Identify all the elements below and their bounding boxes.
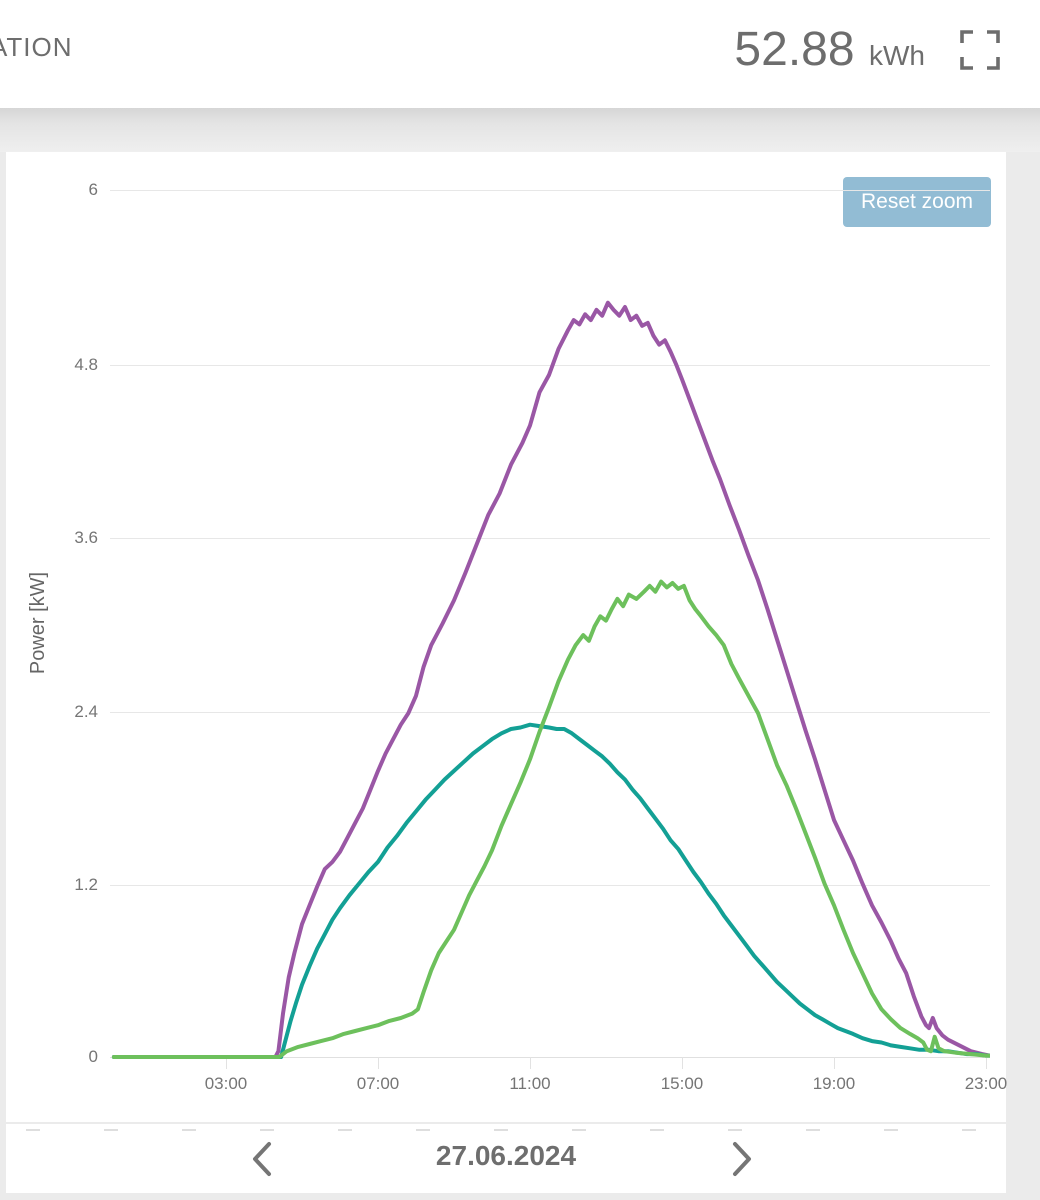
y-axis-title: Power [kW] bbox=[27, 571, 49, 675]
chevron-right-icon bbox=[718, 1142, 764, 1185]
gridline-4-8 bbox=[110, 365, 990, 366]
header-shadow-band bbox=[0, 108, 1040, 152]
x-tick-mark bbox=[530, 1057, 531, 1069]
bottom-margin bbox=[0, 1193, 1040, 1200]
gridline-0 bbox=[110, 1057, 990, 1058]
x-tick-label: 19:00 bbox=[812, 1074, 856, 1093]
x-tick-label: 11:00 bbox=[509, 1074, 551, 1093]
y-tick-label: 4.8 bbox=[74, 355, 98, 374]
x-tick-mark bbox=[378, 1057, 379, 1069]
x-tick-mark bbox=[986, 1057, 987, 1069]
chevron-left-icon bbox=[240, 1142, 286, 1185]
series-line-teal bbox=[111, 722, 990, 1059]
x-tick-label: 15:00 bbox=[660, 1074, 704, 1093]
gridline-1-2 bbox=[110, 885, 990, 886]
x-tick-mark bbox=[682, 1057, 683, 1069]
gridline-6 bbox=[110, 190, 990, 191]
x-tick-mark bbox=[834, 1057, 835, 1069]
x-tick-label: 23:00 bbox=[964, 1074, 1008, 1093]
x-tick-label: 03:00 bbox=[204, 1074, 248, 1093]
previous-day-button[interactable] bbox=[240, 1136, 286, 1182]
next-day-button[interactable] bbox=[718, 1136, 764, 1182]
y-tick-label: 3.6 bbox=[74, 528, 98, 547]
energy-total-value: 52.88 bbox=[734, 23, 855, 76]
chart-card: Reset zoom Power [kW] 6 4.8 3.6 2.4 1.2 … bbox=[6, 152, 1007, 1122]
y-tick-label: 0 bbox=[88, 1047, 98, 1066]
plot-svg[interactable] bbox=[110, 180, 990, 1060]
y-tick-label: 1.2 bbox=[74, 875, 98, 894]
energy-total-unit: kWh bbox=[869, 40, 925, 71]
series-line-green bbox=[111, 579, 990, 1059]
reset-zoom-button[interactable]: Reset zoom bbox=[843, 177, 991, 227]
date-nav-bar: 27.06.2024 bbox=[6, 1124, 1006, 1193]
y-tick-label: 6 bbox=[88, 180, 98, 199]
series-line-purple bbox=[111, 300, 990, 1059]
x-tick-label: 07:00 bbox=[356, 1074, 400, 1093]
gridline-3-6 bbox=[110, 538, 990, 539]
page-title: ATION bbox=[0, 32, 73, 62]
gridline-2-4 bbox=[110, 712, 990, 713]
x-tick-mark bbox=[226, 1057, 227, 1069]
y-tick-label: 2.4 bbox=[74, 702, 98, 721]
fullscreen-button[interactable] bbox=[958, 28, 1002, 72]
app-header: ATION 52.88 kWh bbox=[0, 0, 1040, 108]
energy-total: 52.88 kWh bbox=[734, 22, 925, 77]
date-label: 27.06.2024 bbox=[435, 1140, 577, 1171]
fullscreen-icon bbox=[958, 30, 1002, 75]
